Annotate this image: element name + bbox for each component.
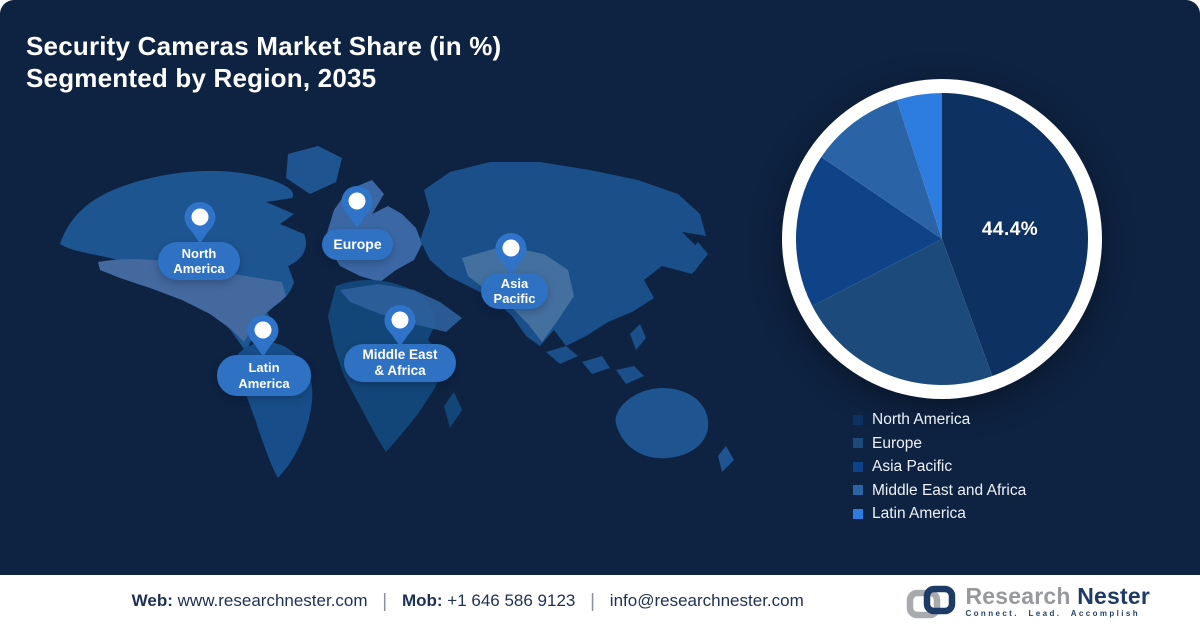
pie-slice-north-america	[942, 93, 1089, 377]
legend-label: Middle East and Africa	[872, 481, 1027, 499]
region-label-line: Middle East	[362, 347, 438, 363]
pie-slice-middle-east-and-africa	[821, 100, 942, 240]
pie-value-label: 44.4%	[981, 219, 1039, 240]
separator: |	[590, 590, 596, 612]
mob-label: Mob:	[401, 590, 443, 610]
research-nester-logo-icon	[907, 585, 956, 618]
pie-chart-svg	[782, 79, 1102, 399]
location-pin-icon	[384, 305, 416, 347]
region-label-asia-pacific: Asia Pacific	[481, 273, 548, 309]
brand-tagline: Connect. Lead. Accomplish	[965, 609, 1141, 618]
web-label: Web:	[131, 590, 173, 610]
mob-value: +1 646 586 9123	[447, 590, 576, 610]
region-label-north-america: North America	[158, 242, 240, 280]
region-label-line: Pacific	[493, 291, 536, 306]
brand-name: Research Nester	[965, 583, 1150, 609]
legend-label: North America	[872, 411, 971, 428]
pie-slice-europe	[812, 239, 993, 386]
location-pin-icon	[184, 202, 216, 244]
legend-item: North America	[853, 412, 1026, 427]
brand-name-secondary: Nester	[1077, 583, 1150, 609]
region-label-line: America	[173, 261, 225, 276]
region-label-line: North	[181, 245, 217, 261]
region-label-line: Latin	[248, 360, 280, 376]
legend-label: Europe	[872, 434, 922, 452]
map-pin-asia-pacific	[492, 231, 530, 279]
brand-logo: Research Nester Connect. Lead. Accomplis…	[905, 584, 1150, 620]
footer: Web: www.researchnester.com | Mob: +1 64…	[0, 575, 1200, 628]
chart-legend: North America Europe Asia Pacific Middle Ea…	[853, 412, 1026, 530]
pie-slice-asia-pacific	[796, 156, 942, 307]
location-pin-icon	[341, 186, 373, 228]
map-pin-middle-east-africa	[381, 303, 419, 351]
email-value: info@researchnester.com	[609, 590, 804, 610]
region-label-middle-east-africa: Middle East & Africa	[344, 344, 456, 382]
legend-label: Latin America	[872, 505, 966, 523]
legend-item: Middle East and Africa	[853, 483, 1026, 498]
region-label-line: & Africa	[374, 363, 426, 378]
region-label-europe: Europe	[322, 229, 393, 260]
legend-item: Europe	[853, 434, 1026, 452]
legend-item: Asia Pacific	[853, 459, 1026, 474]
legend-label: Asia Pacific	[872, 458, 953, 476]
map-pin-latin-america	[244, 313, 282, 361]
legend-swatch	[853, 438, 863, 449]
map-pin-north-america	[181, 200, 219, 248]
main-panel: Security Cameras Market Share (in %) Seg…	[0, 0, 1200, 575]
region-label-line: America	[238, 375, 290, 391]
legend-swatch	[853, 508, 863, 519]
region-label-latin-america: Latin America	[217, 355, 311, 396]
pie-slice-latin-america	[896, 93, 942, 239]
pie-chart	[776, 73, 1108, 405]
location-pin-icon	[247, 315, 279, 357]
contact-info: Web: www.researchnester.com | Mob: +1 64…	[0, 591, 905, 613]
brand-name-primary: Research	[965, 583, 1071, 609]
legend-item: Latin America	[853, 505, 1026, 523]
map-pin-europe	[338, 184, 376, 232]
brand-text: Research Nester Connect. Lead. Accomplis…	[965, 583, 1150, 619]
legend-swatch	[853, 485, 863, 496]
region-label-line: Europe	[333, 236, 382, 253]
title-line-1: Security Cameras Market Share (in %)	[26, 31, 502, 61]
separator: |	[382, 590, 388, 612]
page-title: Security Cameras Market Share (in %) Seg…	[26, 30, 501, 94]
legend-swatch	[853, 461, 863, 472]
legend-swatch	[853, 414, 863, 425]
web-value: www.researchnester.com	[177, 590, 368, 610]
region-label-line: Asia	[500, 275, 529, 291]
title-line-2: Segmented by Region, 2035	[26, 63, 377, 93]
location-pin-icon	[495, 233, 527, 275]
